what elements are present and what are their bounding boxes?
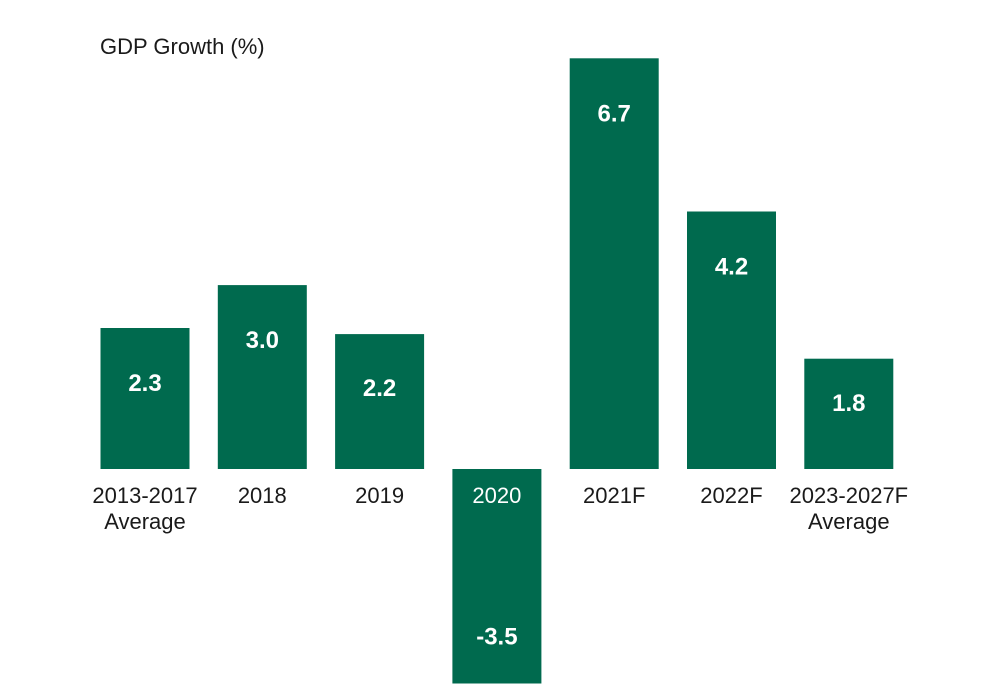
category-label-2013-2017-average-line-1: 2013-2017 (92, 483, 197, 508)
category-label-2022f: 2022F (700, 483, 762, 508)
category-label-2023-2027f-average-line-1: 2023-2027F (789, 483, 908, 508)
bar-2013-2017-average (100, 328, 190, 469)
bars-group (100, 58, 894, 684)
category-label-2021f: 2021F (583, 483, 645, 508)
value-label-2023-2027f-average: 1.8 (832, 390, 865, 417)
value-label-2018: 3.0 (246, 327, 279, 354)
value-label-2021f: 6.7 (598, 100, 631, 127)
bar-2020 (452, 469, 542, 684)
value-label-2013-2017-average: 2.3 (128, 370, 161, 397)
category-label-2020: 2020 (472, 483, 521, 508)
bar-2019 (335, 334, 425, 469)
value-label-2020: -3.5 (476, 623, 517, 650)
category-label-2023-2027f-average-line-2: Average (808, 509, 890, 534)
category-label-2013-2017-average-line-2: Average (104, 509, 186, 534)
bar-2021f (569, 58, 659, 470)
chart-title: GDP Growth (%) (100, 34, 265, 59)
category-label-2018: 2018 (238, 483, 287, 508)
category-label-2019: 2019 (355, 483, 404, 508)
value-label-2022f: 4.2 (715, 254, 748, 281)
labels-group: 2.32013-2017Average3.020182.22019-3.5202… (92, 100, 908, 650)
value-label-2019: 2.2 (363, 375, 396, 402)
bar-2022f (687, 211, 776, 469)
bar-2023-2027f-average (804, 358, 894, 469)
bar-2018 (217, 285, 307, 469)
